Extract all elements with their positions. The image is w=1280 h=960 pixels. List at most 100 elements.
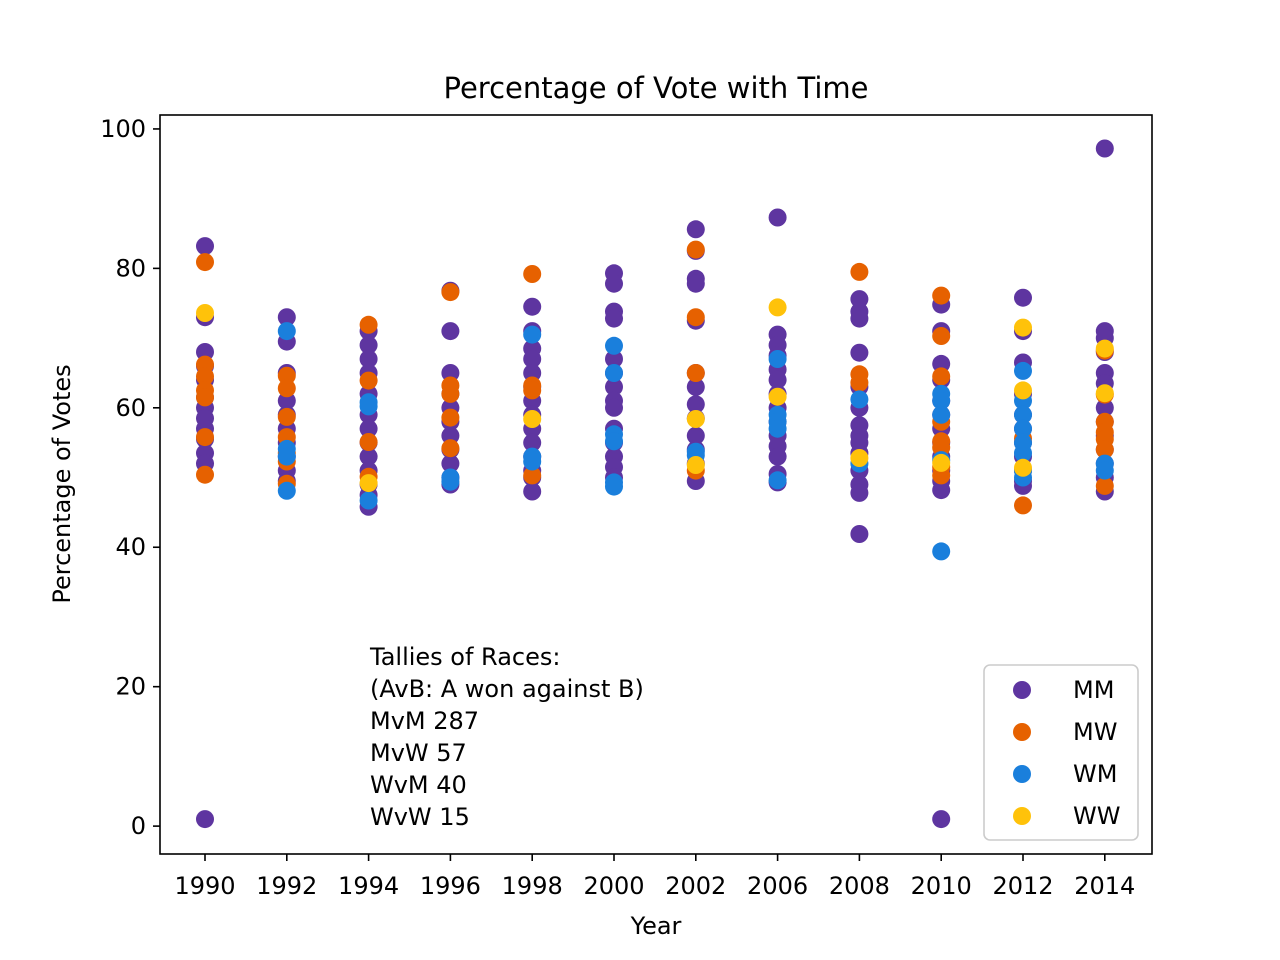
y-tick-label: 0 <box>131 812 146 840</box>
point-wm-37 <box>1014 444 1032 463</box>
point-mm-25 <box>359 350 378 368</box>
point-mw-15 <box>359 371 378 390</box>
data-points-layer <box>196 139 1114 829</box>
point-wm-31 <box>932 542 951 561</box>
point-mm-93 <box>768 370 787 389</box>
annotation-line: WvW 15 <box>370 803 470 831</box>
x-axis: 1990 1992 1994 1996 1998 2000 2002 2006 2008 2010… <box>174 854 1135 900</box>
point-mm-51 <box>523 364 542 382</box>
point-wm-2 <box>277 447 296 466</box>
point-mw-5 <box>196 428 214 447</box>
point-mw-33 <box>850 373 869 392</box>
y-axis-title: Percentage of Votes <box>48 364 76 603</box>
point-mw-34 <box>932 286 951 305</box>
point-mw-43 <box>1014 496 1032 515</box>
x-tick-label: 2010 <box>911 872 972 900</box>
point-mm-65 <box>605 350 623 368</box>
point-mw-9 <box>277 407 296 426</box>
point-wm-41 <box>1095 461 1114 480</box>
y-tick-label: 40 <box>115 533 146 561</box>
point-mm-47 <box>523 297 542 316</box>
point-wm-32 <box>1014 361 1032 380</box>
chart-title: Percentage of Vote with Time <box>443 71 868 105</box>
point-wm-8 <box>441 472 460 491</box>
point-wm-24 <box>768 471 787 490</box>
point-wm-34 <box>1014 405 1032 424</box>
x-tick-label: 2006 <box>747 872 808 900</box>
point-mw-8 <box>277 379 296 398</box>
point-mw-28 <box>686 308 705 327</box>
point-wm-6 <box>359 491 378 510</box>
point-mm-50 <box>523 350 542 368</box>
point-mw-50 <box>1095 476 1114 495</box>
point-ww-3 <box>686 410 705 428</box>
point-mw-36 <box>932 367 951 386</box>
point-mm-44 <box>441 454 460 473</box>
point-mm-99 <box>768 447 787 466</box>
point-ww-4 <box>686 456 705 474</box>
x-tick-label: 1994 <box>338 872 399 900</box>
point-mm-60 <box>523 482 542 501</box>
point-mw-31 <box>850 262 869 281</box>
point-mm-29 <box>359 419 378 438</box>
x-axis-title: Year <box>630 912 682 940</box>
series-ww <box>196 298 1114 493</box>
point-mm-12 <box>196 810 214 829</box>
point-mm-56 <box>523 433 542 452</box>
point-ww-0 <box>196 304 214 322</box>
y-tick-label: 20 <box>115 673 146 701</box>
legend-label-ww: WW <box>1073 802 1120 830</box>
point-mw-7 <box>277 366 296 385</box>
x-tick-label: 2008 <box>829 872 890 900</box>
point-mm-67 <box>605 377 623 396</box>
x-tick-label: 2014 <box>1074 872 1135 900</box>
y-tick-label: 100 <box>100 115 146 143</box>
point-wm-3 <box>277 481 296 500</box>
point-mw-41 <box>932 466 951 485</box>
point-ww-1 <box>359 474 378 493</box>
point-ww-13 <box>1095 384 1114 403</box>
point-mm-16 <box>277 391 296 410</box>
point-wm-15 <box>605 432 623 451</box>
point-mm-88 <box>768 208 787 227</box>
point-ww-12 <box>1095 339 1114 358</box>
legend-marker-ww <box>1013 807 1031 825</box>
point-mm-78 <box>686 274 705 293</box>
point-wm-35 <box>1014 419 1032 438</box>
point-mm-2 <box>196 343 214 361</box>
point-wm-0 <box>277 322 296 341</box>
point-mm-0 <box>196 237 214 256</box>
tallies-annotation: Tallies of Races: (AvB: A won against B) M… <box>369 643 644 831</box>
point-mw-25 <box>523 381 542 400</box>
point-mm-84 <box>686 426 705 445</box>
point-wm-29 <box>932 405 951 424</box>
point-mm-31 <box>359 447 378 466</box>
point-mw-27 <box>686 240 705 259</box>
point-mm-140 <box>1095 139 1114 158</box>
point-mw-4 <box>196 388 214 407</box>
point-wm-9 <box>523 325 542 344</box>
point-ww-11 <box>1014 458 1032 477</box>
legend-marker-mm <box>1013 681 1031 699</box>
x-tick-label: 1996 <box>420 872 481 900</box>
point-wm-25 <box>850 390 869 409</box>
legend-frame <box>983 664 1139 841</box>
x-tick-label: 2012 <box>992 872 1053 900</box>
point-ww-7 <box>850 449 869 467</box>
point-wm-17 <box>605 477 623 496</box>
legend-label-mw: MW <box>1073 718 1117 746</box>
point-mm-115 <box>850 525 869 543</box>
point-mw-0 <box>196 253 214 272</box>
point-mm-82 <box>686 395 705 414</box>
point-ww-5 <box>768 298 787 317</box>
point-mm-105 <box>850 343 869 362</box>
point-wm-13 <box>605 364 623 382</box>
x-tick-label: 1998 <box>502 872 563 900</box>
point-mw-39 <box>932 438 951 457</box>
point-mm-146 <box>1095 398 1114 417</box>
point-mm-37 <box>441 322 460 341</box>
point-mm-118 <box>932 354 951 373</box>
point-wm-12 <box>605 336 623 355</box>
point-mw-21 <box>441 408 460 427</box>
annotation-line: MvM 287 <box>370 707 479 735</box>
